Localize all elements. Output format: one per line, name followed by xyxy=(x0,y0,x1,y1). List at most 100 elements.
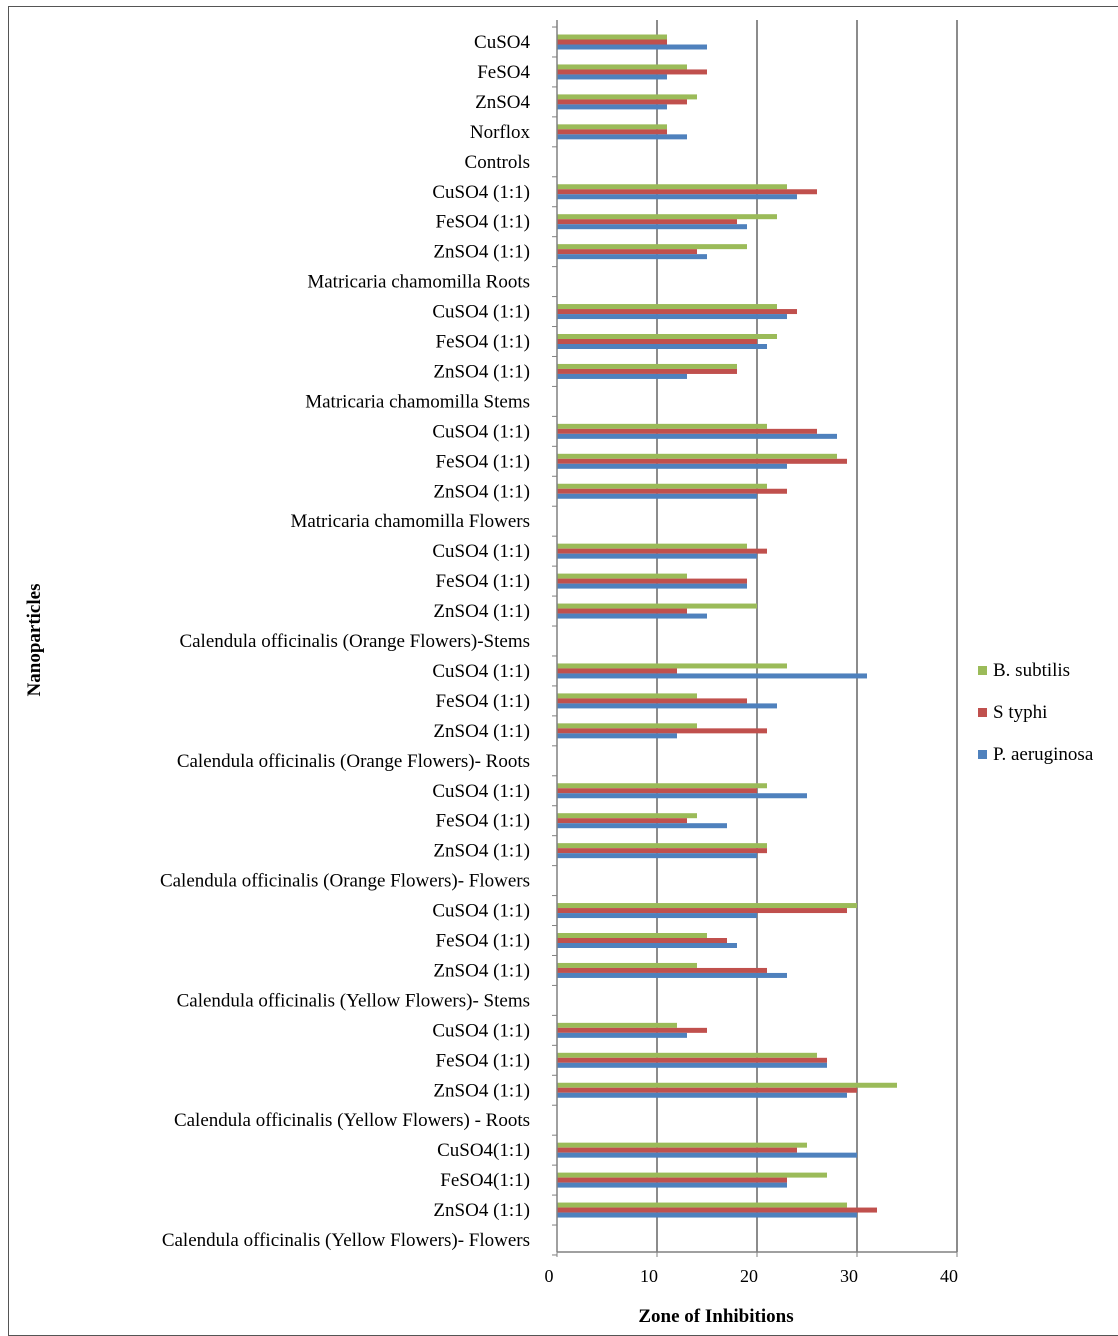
category-label: Matricaria chamomilla Roots xyxy=(307,272,530,293)
category-label: ZnSO4 (1:1) xyxy=(433,601,530,622)
x-tick-labels: 0 10 20 30 40 xyxy=(545,1266,959,1286)
bar xyxy=(557,578,747,584)
bar xyxy=(557,1022,677,1028)
bar xyxy=(557,848,767,854)
bar xyxy=(557,304,777,310)
legend-label: P. aeruginosa xyxy=(993,744,1094,765)
bar xyxy=(557,703,777,709)
category-label: Controls xyxy=(465,152,530,173)
x-tick-label: 20 xyxy=(740,1266,758,1286)
bar xyxy=(557,453,837,459)
bar xyxy=(557,219,737,225)
bar xyxy=(557,69,707,75)
bar xyxy=(557,214,777,220)
bar xyxy=(557,573,687,579)
category-label: CuSO4 (1:1) xyxy=(432,901,530,922)
bar xyxy=(557,908,847,914)
y-axis-title: Nanoparticles xyxy=(24,584,45,697)
bar xyxy=(557,583,747,589)
bar xyxy=(557,1147,797,1153)
category-label: CuSO4 (1:1) xyxy=(432,421,530,442)
bar xyxy=(557,363,737,369)
x-tick-label: 10 xyxy=(640,1266,658,1286)
bar xyxy=(557,548,767,554)
category-label: CuSO4 (1:1) xyxy=(432,182,530,203)
bar xyxy=(557,853,757,859)
bar xyxy=(557,368,737,374)
bar xyxy=(557,728,767,734)
category-label: FeSO4 (1:1) xyxy=(436,571,530,592)
category-label: Calendula officinalis (Yellow Flowers)- … xyxy=(162,1230,530,1251)
bar xyxy=(557,962,697,968)
bar xyxy=(557,483,767,489)
bar xyxy=(557,344,767,349)
bar xyxy=(557,843,767,849)
x-tick-label: 0 xyxy=(545,1266,554,1286)
category-label: ZnSO4 (1:1) xyxy=(433,1080,530,1101)
category-label: FeSO4 (1:1) xyxy=(436,451,530,472)
bars xyxy=(557,34,897,1218)
bar xyxy=(557,788,757,794)
bar xyxy=(557,903,857,909)
bar xyxy=(557,254,707,260)
x-axis-title: Zone of Inhibitions xyxy=(638,1306,793,1327)
category-label: ZnSO4 (1:1) xyxy=(433,721,530,742)
bar xyxy=(557,1207,877,1213)
bar xyxy=(557,663,787,669)
bar xyxy=(557,124,667,130)
bar xyxy=(557,1142,807,1148)
category-label: ZnSO4 (1:1) xyxy=(433,481,530,502)
bar xyxy=(557,249,697,255)
category-label: FeSO4 (1:1) xyxy=(436,691,530,712)
bar xyxy=(557,783,767,789)
category-label: CuSO4(1:1) xyxy=(437,1140,530,1161)
category-label: ZnSO4 xyxy=(475,92,530,113)
bar xyxy=(557,967,767,973)
category-label: FeSO4 (1:1) xyxy=(436,931,530,952)
bar xyxy=(557,104,667,110)
category-label: CuSO4 (1:1) xyxy=(432,661,530,682)
category-label: Norflox xyxy=(470,122,531,143)
bar xyxy=(557,99,687,105)
bar xyxy=(557,458,847,464)
bar xyxy=(557,428,817,434)
axes xyxy=(552,20,958,1257)
bar xyxy=(557,733,677,739)
bar xyxy=(557,723,697,729)
legend-swatch xyxy=(978,708,987,717)
bar xyxy=(557,1092,847,1098)
category-label: ZnSO4 (1:1) xyxy=(433,1200,530,1221)
bar xyxy=(557,339,757,344)
category-label: CuSO4 (1:1) xyxy=(432,1020,530,1041)
category-label: FeSO4 (1:1) xyxy=(436,212,530,233)
bar xyxy=(557,488,787,494)
bar xyxy=(557,64,687,70)
bar xyxy=(557,433,837,439)
category-label: Matricaria chamomilla Stems xyxy=(305,391,530,412)
legend-label: S typhi xyxy=(993,702,1047,723)
category-label: Calendula officinalis (Orange Flowers)- … xyxy=(160,871,530,892)
category-label: FeSO4 (1:1) xyxy=(436,332,530,353)
bar xyxy=(557,668,677,674)
category-label: ZnSO4 (1:1) xyxy=(433,960,530,981)
legend-label: B. subtilis xyxy=(993,660,1070,681)
bar xyxy=(557,194,797,200)
bar xyxy=(557,34,667,40)
x-tick-label: 40 xyxy=(940,1266,958,1286)
bar xyxy=(557,309,797,315)
bar xyxy=(557,543,747,549)
category-label: Calendula officinalis (Orange Flowers)-S… xyxy=(179,631,530,652)
category-label: FeSO4(1:1) xyxy=(440,1170,530,1191)
bar xyxy=(557,1202,847,1208)
category-label: Matricaria chamomilla Flowers xyxy=(290,511,530,532)
bar xyxy=(557,1052,817,1058)
legend-swatch xyxy=(978,666,987,675)
bar xyxy=(557,314,787,320)
category-label: Calendula officinalis (Yellow Flowers)- … xyxy=(177,990,530,1011)
bar xyxy=(557,813,697,819)
bar xyxy=(557,423,767,429)
bar xyxy=(557,938,727,943)
bar xyxy=(557,1172,827,1178)
category-label: ZnSO4 (1:1) xyxy=(433,361,530,382)
